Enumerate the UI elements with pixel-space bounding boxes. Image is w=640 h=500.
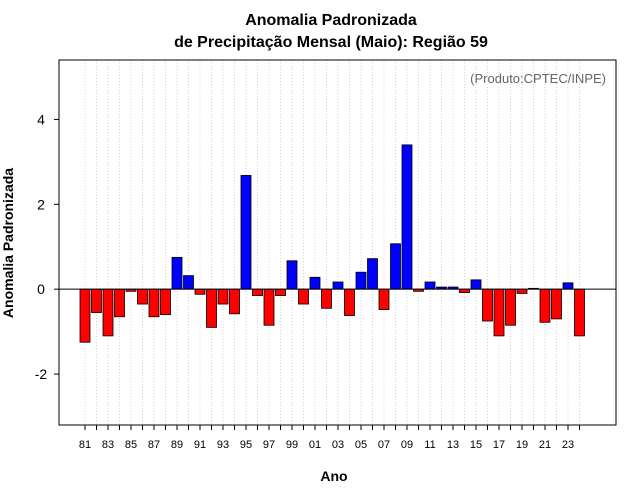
bar [217,288,229,305]
chart-title-line1: Anomalia Padronizada [245,12,417,29]
bar [91,288,102,313]
bar [275,288,286,296]
bar [493,288,505,337]
x-tick-label: 93 [217,439,229,451]
bar [355,271,367,290]
y-tick-label: 0 [37,281,45,297]
bar [344,288,355,316]
bar [263,288,275,326]
bar [574,288,585,337]
bar [470,279,482,290]
bar [206,288,217,328]
bar [562,282,574,290]
bar [171,256,183,290]
bar [286,260,298,290]
x-tick-label: 95 [240,439,252,451]
bar [401,144,413,290]
x-tick-label: 87 [148,439,160,451]
x-tick-label: 07 [378,439,390,451]
x-tick-label: 09 [401,439,413,451]
y-axis: -2 0 2 4 [35,111,59,382]
bar [390,243,401,290]
credit-text: (Produto:CPTEC/INPE) [470,71,606,86]
x-tick-label: 89 [171,439,183,451]
bar [114,288,125,318]
bar [240,175,252,290]
x-axis: 81 83 85 87 89 91 93 95 97 99 01 03 05 07 09 11 13 15 17 19… [79,425,580,451]
x-tick-label: 21 [539,439,551,451]
x-tick-label: 05 [355,439,367,451]
bars-layer [79,144,585,343]
y-tick-label: 4 [37,111,45,127]
x-tick-label: 15 [470,439,482,451]
bar [194,288,206,295]
bar [367,258,378,290]
bar [482,288,493,322]
bar [229,288,240,315]
y-axis-label: Anomalia Padronizada [0,168,16,318]
bar [332,281,344,290]
bar [309,276,321,290]
y-tick-label: 2 [37,196,45,212]
x-tick-label: 83 [102,439,114,451]
x-tick-label: 97 [263,439,275,451]
x-tick-label: 17 [493,439,505,451]
x-tick-label: 13 [447,439,459,451]
bar [459,288,470,293]
x-tick-label: 03 [332,439,344,451]
bar [79,288,91,343]
bar [539,288,551,323]
bar [516,288,528,294]
bar [160,288,171,316]
grid-layer [84,60,580,425]
y-tick-label: -2 [35,366,48,382]
bar [137,288,148,305]
x-tick-label: 19 [516,439,528,451]
bar [378,288,390,310]
chart-title-line2: de Precipitação Mensal (Maio): Região 59 [174,34,488,51]
x-tick-label: 81 [79,439,91,451]
bar [148,288,160,318]
x-tick-label: 99 [286,439,298,451]
bar [102,288,114,337]
x-axis-label: Ano [320,468,347,484]
x-tick-label: 23 [562,439,574,451]
bar [183,275,194,290]
x-tick-label: 85 [125,439,137,451]
bar [298,288,309,305]
bar [424,281,436,290]
x-tick-label: 01 [309,439,321,451]
x-tick-label: 91 [194,439,206,451]
bar [252,288,263,296]
x-tick-label: 11 [424,439,435,451]
bar [321,288,332,309]
bar [551,288,562,320]
bar [505,288,516,326]
